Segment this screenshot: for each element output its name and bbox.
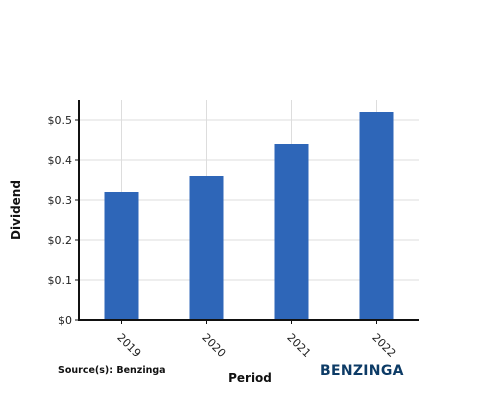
bar-2021 [274, 144, 309, 320]
y-tick-label: $0.1 [48, 274, 73, 287]
bar-2019 [104, 192, 139, 320]
axes [78, 100, 419, 321]
x-tick-label: 2019 [114, 331, 143, 360]
y-axis-title: Dividend [9, 180, 23, 240]
bar-2020 [189, 176, 224, 320]
y-tick-label: $0.5 [48, 114, 73, 127]
y-tick-label: $0.3 [48, 194, 73, 207]
x-ticks: 2019 2020 2021 2022 [114, 320, 398, 360]
x-tick-label: 2022 [369, 331, 398, 360]
y-tick-label: $0.4 [48, 154, 73, 167]
x-axis-title: Period [228, 371, 272, 385]
x-tick-label: 2021 [284, 331, 313, 360]
y-ticks: $0 $0.1 $0.2 $0.3 $0.4 $0.5 [48, 114, 79, 327]
x-tick-label: 2020 [199, 331, 228, 360]
y-tick-label: $0.2 [48, 234, 73, 247]
source-note: Source(s): Benzinga [58, 365, 166, 376]
y-tick-label: $0 [58, 314, 72, 327]
bars [104, 112, 394, 320]
bar-2022 [359, 112, 394, 320]
benzinga-logo: BENZINGA [320, 363, 404, 379]
